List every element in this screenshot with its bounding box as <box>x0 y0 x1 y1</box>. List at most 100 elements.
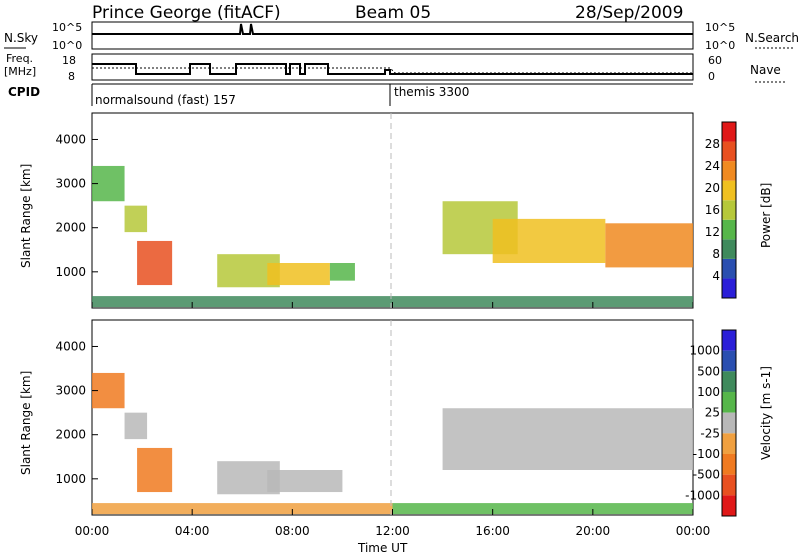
nsky-tick-low: 10^0 <box>52 39 82 52</box>
velocity-colorbar-tick: -25 <box>700 426 720 440</box>
velocity-echo-region <box>92 503 393 515</box>
date-title: 28/Sep/2009 <box>575 3 683 23</box>
velocity-xtick-label: 00:00 <box>75 524 110 538</box>
velocity-data <box>92 372 693 515</box>
power-colorbar-tick: 12 <box>705 225 720 239</box>
cpid-segment-1: normalsound (fast) 157 <box>95 93 236 107</box>
velocity-colorbar-tick: -1000 <box>685 488 720 502</box>
velocity-colorbar: 1000 500 100 25 -25 -100 -500 -1000 Velocity [m… <box>685 329 773 517</box>
power-colorbar-segment <box>722 141 736 162</box>
velocity-colorbar-segment <box>722 454 736 475</box>
velocity-colorbar-segment <box>722 371 736 392</box>
velocity-y-ticks: 1000 2000 3000 4000 <box>55 339 98 486</box>
velocity-echo-region <box>124 412 148 440</box>
power-colorbar-segment <box>722 180 736 201</box>
power-echo-region <box>92 296 693 308</box>
velocity-colorbar-segment <box>722 392 736 413</box>
velocity-echo-region <box>267 470 343 493</box>
power-echo-region <box>267 263 330 286</box>
velocity-ylabel: Slant Range [km] <box>19 371 33 475</box>
power-ytick-label: 2000 <box>55 221 86 235</box>
velocity-colorbar-tick: -100 <box>693 447 720 461</box>
velocity-colorbar-tick: 100 <box>697 385 720 399</box>
velocity-xtick-label: 20:00 <box>576 524 611 538</box>
freq-tick-high: 18 <box>62 54 76 67</box>
nave-tick-high: 60 <box>708 54 722 67</box>
freq-trace <box>92 63 693 75</box>
beam-title: Beam 05 <box>355 3 431 23</box>
velocity-colorbar-segment <box>722 495 736 516</box>
velocity-ytick-label: 4000 <box>55 339 86 353</box>
power-colorbar-segment <box>722 122 736 142</box>
velocity-colorbar-segment <box>722 474 736 496</box>
velocity-colorbar-segment <box>722 350 736 372</box>
power-colorbar-segment <box>722 161 736 181</box>
velocity-colorbar-tick: 25 <box>705 406 720 420</box>
velocity-colorbar-tick: 500 <box>697 364 720 378</box>
power-colorbar-tick: 20 <box>705 181 720 195</box>
power-echo-region <box>137 240 173 286</box>
nsearch-tick-low: 10^0 <box>705 39 735 52</box>
power-panel: Slant Range [km] 1000 2000 3000 4000 <box>19 112 694 309</box>
power-data <box>92 165 693 308</box>
cpid-segment-2: themis 3300 <box>394 85 469 99</box>
freq-tick-low: 8 <box>68 70 75 83</box>
velocity-xtick-label: 08:00 <box>275 524 310 538</box>
power-echo-region <box>492 218 606 263</box>
velocity-echo-region <box>392 503 693 515</box>
velocity-echo-region <box>442 408 693 470</box>
power-y-ticks: 1000 2000 3000 4000 <box>55 132 98 279</box>
velocity-xtick-label: 12:00 <box>375 524 410 538</box>
power-colorbar-label: Power [dB] <box>759 183 773 248</box>
power-colorbar-tick: 16 <box>705 203 720 217</box>
velocity-colorbar-tick: 1000 <box>689 344 720 358</box>
power-colorbar-tick: 24 <box>705 159 720 173</box>
power-echo-region <box>605 223 693 268</box>
power-ytick-label: 1000 <box>55 265 86 279</box>
nsearch-label: N.Search <box>745 31 799 45</box>
nave-trace <box>92 67 693 74</box>
velocity-xtick-label: 16:00 <box>475 524 510 538</box>
velocity-ytick-label: 1000 <box>55 472 86 486</box>
velocity-ytick-label: 2000 <box>55 428 86 442</box>
power-ytick-label: 4000 <box>55 132 86 146</box>
nsky-trace <box>92 23 693 35</box>
nave-label: Nave <box>750 63 781 77</box>
cpid-label: CPID <box>8 85 40 99</box>
power-colorbar-tick: 28 <box>705 137 720 151</box>
nave-tick-low: 0 <box>708 70 715 83</box>
power-x-tickmarks <box>91 302 694 308</box>
power-colorbar-segment <box>722 219 736 240</box>
velocity-echo-region <box>137 447 173 493</box>
power-colorbar-segment <box>722 200 736 220</box>
power-colorbar-segment <box>722 278 736 298</box>
power-colorbar-segment <box>722 239 736 259</box>
power-colorbar-tick: 8 <box>712 247 720 261</box>
freq-label-2: [MHz] <box>4 65 36 78</box>
velocity-x-ticks: 00:00 04:00 08:00 12:00 16:00 20:00 00:00 <box>75 509 711 538</box>
power-plot-frame <box>91 112 694 309</box>
nsky-panel <box>91 21 694 50</box>
velocity-colorbar-segment <box>722 412 736 434</box>
velocity-colorbar-segment <box>722 433 736 454</box>
nsky-tick-high: 10^5 <box>52 21 82 34</box>
velocity-colorbar-label: Velocity [m s-1] <box>759 366 773 460</box>
velocity-ytick-label: 3000 <box>55 384 86 398</box>
freq-label-1: Freq. <box>6 52 33 65</box>
power-ylabel: Slant Range [km] <box>19 164 33 268</box>
velocity-xtick-label: 00:00 <box>676 524 711 538</box>
velocity-colorbar-tick: -500 <box>693 468 720 482</box>
station-title: Prince George (fitACF) <box>92 3 281 23</box>
power-echo-region <box>124 205 148 233</box>
power-colorbar: 4 8 12 16 20 24 28 Power [dB] <box>705 121 773 299</box>
velocity-xlabel: Time UT <box>357 541 408 554</box>
freq-panel <box>91 53 694 81</box>
nsearch-tick-high: 10^5 <box>705 21 735 34</box>
velocity-xtick-label: 04:00 <box>175 524 210 538</box>
nsky-label: N.Sky <box>4 31 38 45</box>
power-colorbar-tick: 4 <box>712 269 720 283</box>
power-colorbar-segment <box>722 258 736 279</box>
power-echo-region <box>329 263 355 281</box>
